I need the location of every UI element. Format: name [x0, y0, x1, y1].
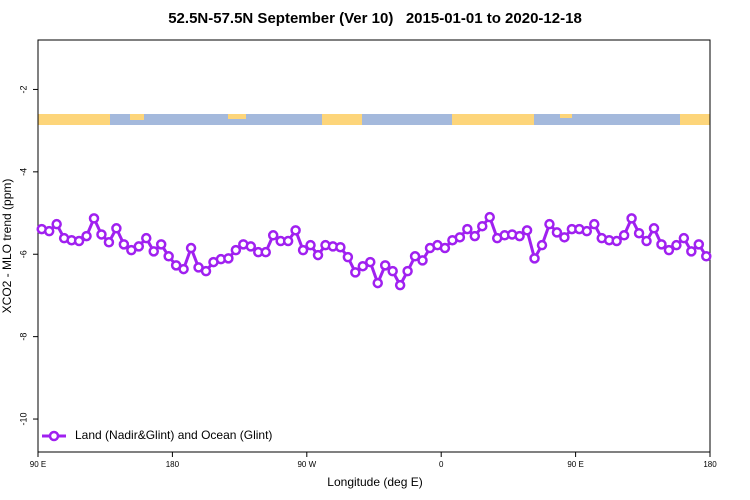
data-point — [379, 260, 391, 271]
data-point — [282, 235, 294, 247]
data-point — [402, 265, 413, 277]
chart-title: 52.5N-57.5N September (Ver 10) 2015-01-0… — [168, 10, 582, 27]
data-point — [267, 230, 279, 241]
data-point — [43, 225, 55, 237]
data-point — [312, 249, 324, 261]
data-point — [372, 277, 383, 289]
y-tick-label: -4 — [18, 168, 28, 176]
data-point — [200, 265, 212, 277]
data-point — [133, 241, 145, 252]
data-point — [148, 246, 159, 257]
data-point — [96, 229, 107, 240]
data-point — [342, 251, 354, 263]
data-point — [297, 244, 309, 256]
data-point — [178, 263, 189, 275]
data-point — [701, 251, 712, 262]
data-point — [618, 230, 630, 241]
data-point — [155, 239, 167, 250]
data-point — [626, 213, 637, 224]
data-point — [88, 213, 100, 224]
y-tick-label: -10 — [18, 413, 28, 426]
data-point — [551, 227, 563, 238]
data-point — [678, 232, 690, 244]
data-point — [111, 223, 122, 234]
legend-marker — [48, 430, 60, 442]
data-point — [290, 225, 301, 236]
data-point — [163, 251, 174, 262]
data-point — [335, 241, 346, 253]
data-point — [529, 253, 540, 264]
data-point — [477, 220, 488, 232]
y-tick-label: -2 — [18, 85, 28, 93]
plot-frame — [37, 39, 711, 453]
data-point — [581, 225, 593, 237]
data-point — [514, 230, 525, 242]
data-point — [409, 251, 421, 262]
x-tick-label: 180 — [703, 460, 717, 469]
data-point — [141, 232, 152, 244]
data-point — [484, 211, 495, 223]
x-axis-label: Longitude (deg E) — [327, 475, 422, 489]
x-tick-label: 90 E — [567, 460, 583, 469]
data-point — [245, 241, 257, 252]
data-point — [693, 239, 705, 250]
data-point — [103, 237, 115, 248]
y-tick-label: -8 — [18, 333, 28, 341]
x-tick-label: 0 — [439, 460, 444, 469]
data-point — [462, 223, 473, 235]
data-point — [671, 239, 682, 251]
y-tick-label: -6 — [18, 250, 28, 258]
data-point — [230, 244, 242, 256]
data-point — [663, 244, 675, 256]
data-point — [357, 260, 369, 272]
data-point — [394, 279, 406, 291]
data-point — [305, 239, 316, 251]
data-point — [81, 230, 92, 242]
data-point — [118, 239, 130, 250]
land-ocean-strip — [38, 114, 710, 125]
data-point — [439, 242, 451, 254]
data-point — [417, 255, 428, 266]
data-point — [260, 246, 271, 258]
x-tick-label: 180 — [166, 460, 180, 469]
x-tick-label: 90 W — [297, 460, 316, 469]
data-point — [686, 246, 697, 257]
data-point — [73, 235, 85, 247]
data-point — [185, 242, 197, 254]
data-point — [633, 227, 645, 239]
data-point — [536, 239, 548, 251]
data-point — [641, 235, 652, 247]
y-axis-label: XCO2 - MLO trend (ppm) — [0, 179, 14, 314]
data-point — [521, 225, 533, 236]
data-point — [387, 265, 398, 277]
data-point — [454, 232, 466, 243]
data-point — [350, 267, 361, 278]
data-point — [559, 232, 570, 243]
data-point — [656, 239, 667, 250]
data-point — [223, 253, 234, 264]
data-point — [589, 218, 600, 230]
data-point — [544, 218, 555, 230]
data-point — [469, 230, 481, 242]
data-point — [648, 223, 660, 234]
x-tick-label: 90 E — [30, 460, 46, 469]
data-point — [365, 256, 376, 268]
data-point — [51, 218, 62, 230]
data-point — [611, 235, 622, 247]
legend-label: Land (Nadir&Glint) and Ocean (Glint) — [75, 428, 272, 442]
